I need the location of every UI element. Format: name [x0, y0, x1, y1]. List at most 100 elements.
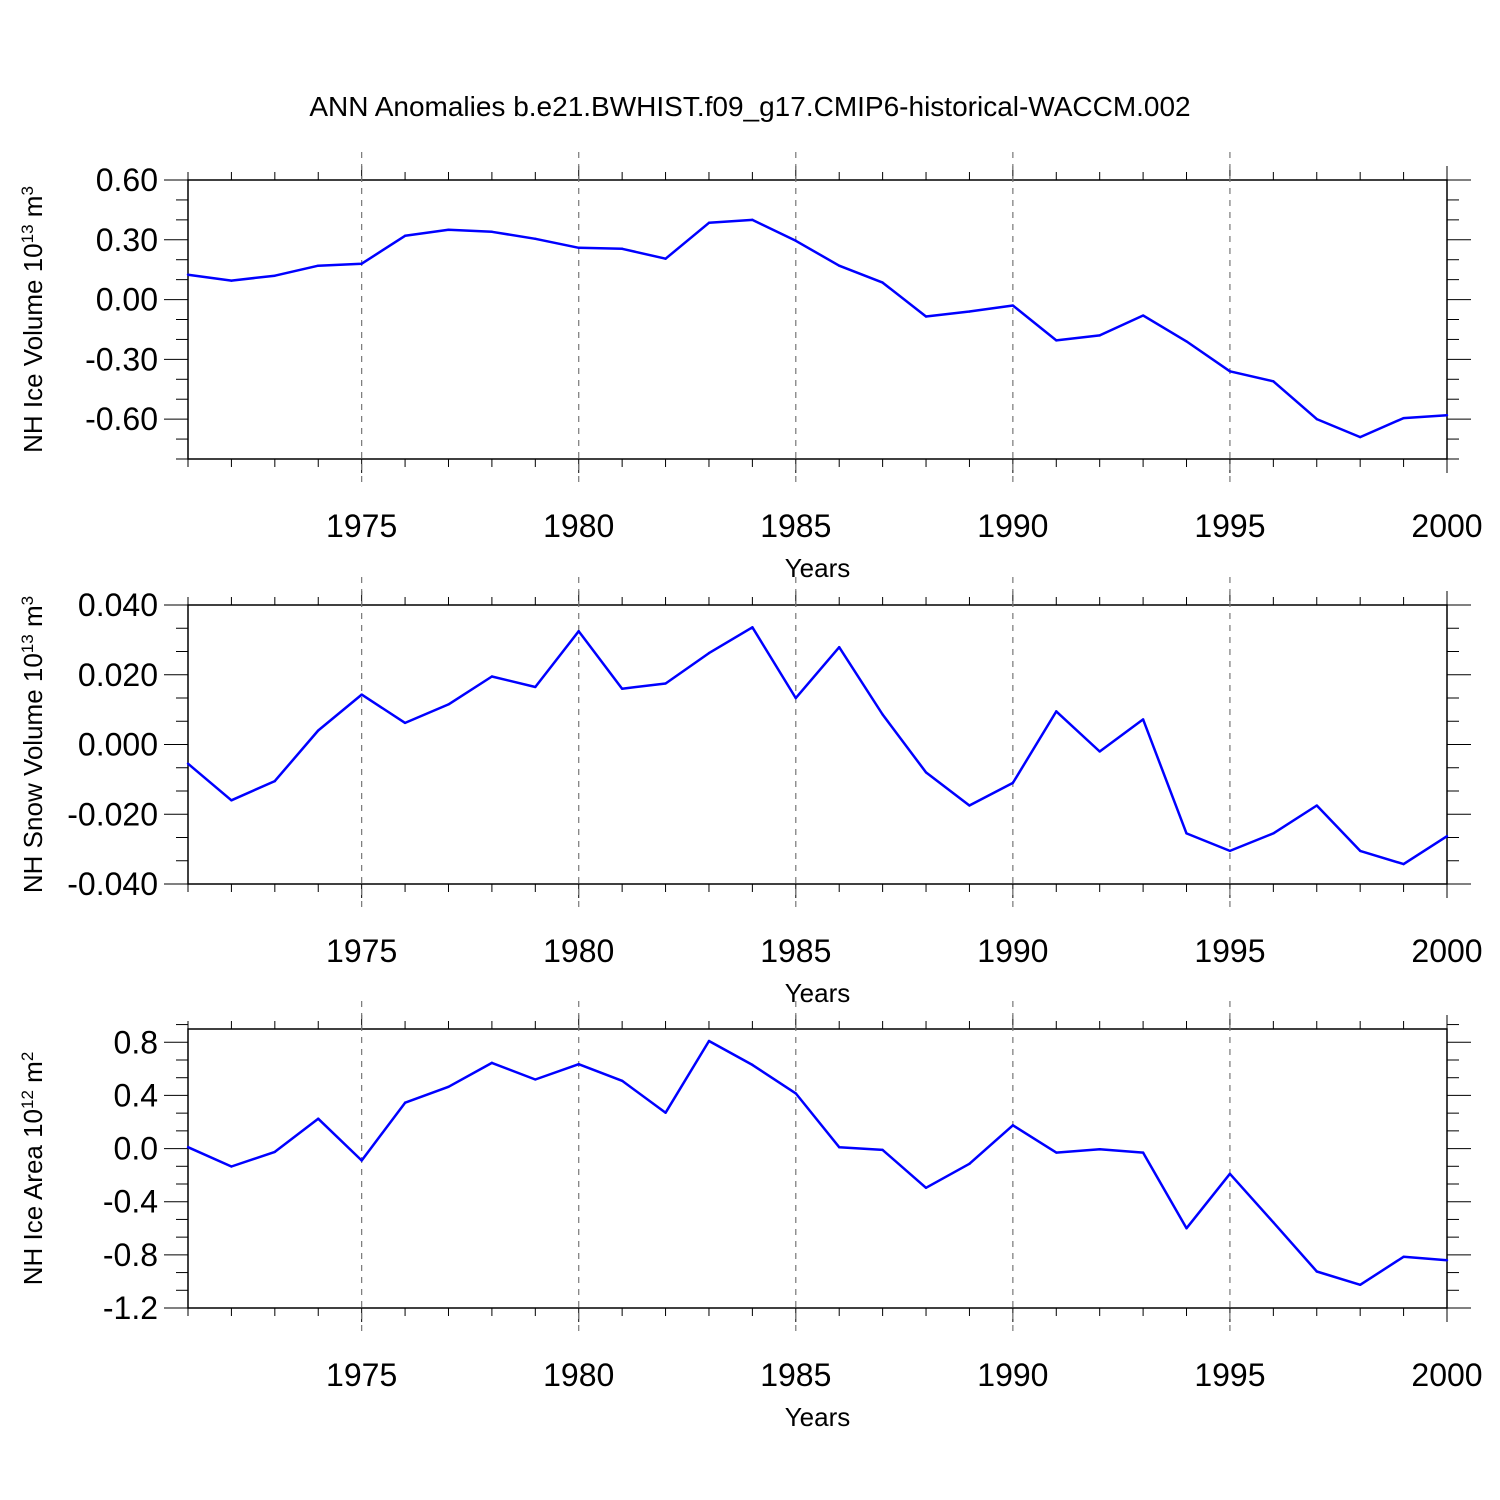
y-tick-label: -0.4 — [103, 1184, 158, 1220]
x-tick-label: 2000 — [1411, 933, 1482, 969]
y-tick-label: 0.0 — [114, 1131, 158, 1167]
y-axis-title-part: NH Ice Volume 10 — [18, 243, 48, 453]
data-point — [403, 721, 407, 725]
data-point — [1098, 1148, 1101, 1151]
data-point — [1445, 413, 1449, 417]
x-tick-label: 1985 — [760, 508, 831, 544]
data-point — [838, 645, 841, 649]
y-tick-label: 0.040 — [78, 587, 158, 623]
data-point — [707, 221, 711, 225]
y-tick-label: -1.2 — [103, 1290, 158, 1326]
data-point — [186, 1146, 190, 1149]
data-point — [838, 1146, 841, 1149]
x-tick-label: 1985 — [760, 933, 831, 969]
data-point — [447, 703, 450, 706]
data-point — [794, 1092, 797, 1095]
data-point — [794, 696, 797, 700]
y-axis-title-superscript: 2 — [18, 1052, 37, 1061]
y-tick-label: -0.30 — [85, 341, 158, 377]
y-tick-label: 0.8 — [114, 1024, 158, 1060]
data-point — [1055, 339, 1058, 342]
data-point — [707, 1039, 711, 1043]
data-point — [1402, 416, 1405, 420]
x-tick-label: 1995 — [1194, 508, 1265, 544]
data-point — [490, 1061, 494, 1065]
y-tick-label: 0.000 — [78, 727, 158, 763]
data-point — [1272, 380, 1275, 383]
y-axis-title-superscript: 13 — [18, 634, 37, 653]
x-tick-label: 1985 — [760, 1357, 831, 1393]
series-line — [187, 626, 1448, 866]
data-point — [1055, 1151, 1058, 1154]
panels: 0.60 0.30 0.00 -0.30 -0.60 1975 1980 1985 1990 19… — [18, 152, 1483, 1432]
data-point — [664, 257, 667, 260]
y-axis-title-part: m — [18, 605, 48, 634]
data-point — [1315, 804, 1318, 807]
data-point — [447, 228, 450, 232]
series-line — [187, 218, 1448, 439]
y-axis-title-part: NH Ice Area 10 — [18, 1109, 48, 1285]
data-point — [1228, 849, 1232, 853]
data-point — [1185, 1227, 1188, 1230]
x-axis-title: Years — [785, 1402, 851, 1432]
y-tick-label: 0.60 — [96, 162, 158, 198]
data-point — [924, 1186, 928, 1189]
data-point — [1228, 370, 1232, 373]
y-tick-label: -0.040 — [67, 866, 158, 902]
data-point — [1055, 710, 1058, 713]
chart-title: ANN Anomalies b.e21.BWHIST.f09_g17.CMIP6… — [309, 91, 1190, 122]
data-point — [1445, 1258, 1449, 1262]
x-tick-label: 1990 — [977, 1357, 1048, 1393]
x-tick-label: 1980 — [543, 508, 614, 544]
data-point — [1358, 849, 1362, 853]
data-point — [1315, 417, 1318, 421]
data-point — [534, 685, 537, 689]
data-point — [1272, 832, 1275, 835]
data-point — [1141, 314, 1145, 317]
y-axis-title-part: m — [18, 196, 48, 225]
data-point — [707, 651, 711, 655]
x-axis-title: Years — [785, 978, 851, 1008]
x-tick-label: 1975 — [326, 508, 397, 544]
data-point — [577, 629, 580, 633]
data-point — [1402, 1255, 1405, 1259]
data-point — [577, 246, 580, 249]
y-tick-label: 0.4 — [114, 1077, 158, 1113]
plot-frame — [187, 604, 1448, 885]
data-point — [577, 1063, 580, 1066]
data-point — [1011, 1124, 1015, 1127]
data-point — [273, 1150, 277, 1154]
x-tick-label: 1975 — [326, 933, 397, 969]
data-point — [534, 1078, 537, 1081]
data-point — [924, 771, 928, 774]
data-point — [230, 799, 233, 802]
data-point — [317, 1117, 320, 1120]
data-point — [751, 218, 754, 222]
data-point — [1315, 1270, 1318, 1273]
data-point — [620, 247, 624, 250]
data-point — [1185, 340, 1188, 343]
x-tick-label: 1990 — [977, 508, 1048, 544]
data-point — [273, 274, 277, 277]
data-point — [403, 234, 407, 237]
x-tick-label: 1975 — [326, 1357, 397, 1393]
y-tick-label: -0.020 — [67, 796, 158, 832]
data-point — [490, 230, 494, 234]
data-point — [534, 237, 537, 240]
plot-frame — [187, 179, 1448, 460]
data-point — [794, 239, 797, 242]
y-tick-label: 0.020 — [78, 657, 158, 693]
data-point — [273, 779, 277, 783]
data-point — [1141, 718, 1145, 721]
y-axis-title: NH Ice Area 1012 m2 — [18, 1052, 49, 1286]
data-point — [968, 804, 971, 807]
y-axis-title: NH Snow Volume 1013 m3 — [18, 596, 49, 893]
panel-2: 0.040 0.020 0.000 -0.020 -0.040 1975 1980 1985 1… — [18, 577, 1483, 1008]
data-point — [230, 1165, 233, 1168]
y-axis-title-part: NH Snow Volume 10 — [18, 653, 48, 893]
x-tick-label: 1980 — [543, 933, 614, 969]
data-point — [881, 713, 884, 716]
data-point — [186, 762, 190, 765]
data-point — [403, 1101, 407, 1104]
